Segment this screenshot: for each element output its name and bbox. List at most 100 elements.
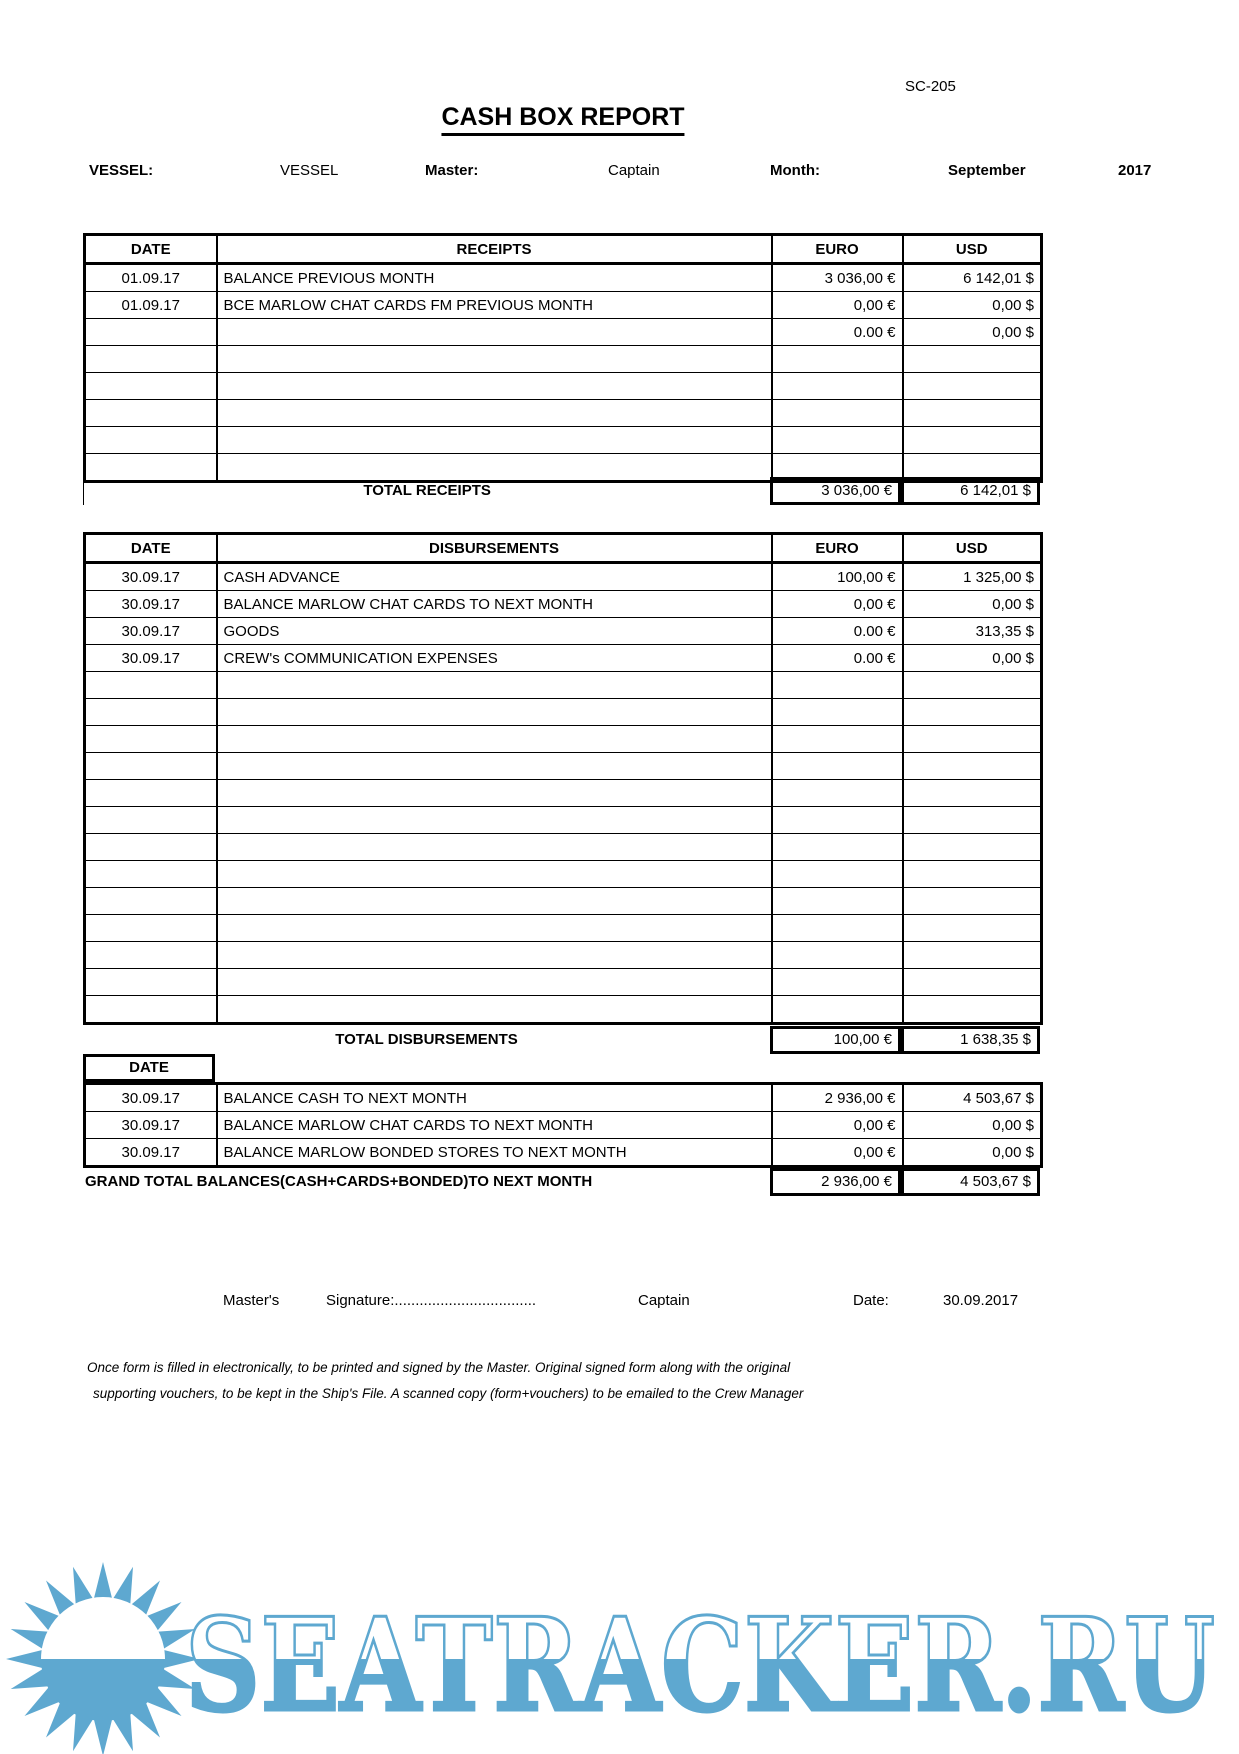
- date-cell: [84, 779, 218, 807]
- date-cell: 30.09.17: [84, 590, 218, 618]
- description-cell: [216, 968, 773, 996]
- sign-date-label: Date:: [853, 1292, 889, 1309]
- description-cell: BCE MARLOW CHAT CARDS FM PREVIOUS MONTH: [216, 291, 773, 319]
- grand-total-row: GRAND TOTAL BALANCES(CASH+CARDS+BONDED)T…: [83, 1168, 1040, 1196]
- date-cell: [84, 725, 218, 753]
- table-row: 30.09.17 CASH ADVANCE 100,00 €1 325,00 $: [84, 562, 1042, 591]
- date-cell: [84, 887, 218, 915]
- description-cell: CREW's COMMUNICATION EXPENSES: [216, 644, 773, 672]
- usd-cell: 4 503,67 $: [902, 1083, 1042, 1112]
- table-row: 01.09.17 BCE MARLOW CHAT CARDS FM PREVIOU…: [84, 291, 1042, 319]
- masters-label: Master's: [223, 1292, 280, 1309]
- euro-cell: 0,00 €: [771, 1138, 904, 1167]
- usd-cell: [902, 941, 1042, 969]
- usd-cell: [902, 860, 1042, 888]
- total-receipts-usd: 6 142,01 $: [901, 477, 1040, 505]
- footnote-line1: Once form is filled in electronically, t…: [87, 1360, 791, 1375]
- euro-cell: 0.00 €: [771, 318, 904, 346]
- table-row: [84, 914, 1042, 942]
- description-cell: [216, 860, 773, 888]
- usd-cell: 1 325,00 $: [902, 562, 1042, 591]
- date-cell: 30.09.17: [84, 562, 218, 591]
- euro-cell: [771, 426, 904, 454]
- usd-cell: [902, 806, 1042, 834]
- date-cell: 30.09.17: [84, 617, 218, 645]
- table-row: [84, 372, 1042, 400]
- description-cell: [216, 725, 773, 753]
- date-cell: [84, 995, 218, 1024]
- description-cell: BALANCE CASH TO NEXT MONTH: [216, 1083, 773, 1112]
- total-receipts-row: TOTAL RECEIPTS 3 036,00 € 6 142,01 $: [83, 477, 1040, 505]
- usd-cell: [902, 995, 1042, 1024]
- euro-cell: [771, 833, 904, 861]
- euro-cell: [771, 941, 904, 969]
- euro-cell: 0,00 €: [771, 1111, 904, 1139]
- euro-cell: [771, 372, 904, 400]
- balances-date-header: DATE: [83, 1054, 215, 1082]
- disbursements-header-row: DATE DISBURSEMENTS EURO USD: [84, 533, 1042, 564]
- total-receipts-euro: 3 036,00 €: [770, 477, 902, 505]
- usd-cell: 0,00 $: [902, 318, 1042, 346]
- table-row: [84, 995, 1042, 1024]
- date-cell: [84, 941, 218, 969]
- euro-cell: [771, 752, 904, 780]
- receipts-header-row: DATE RECEIPTS EURO USD: [84, 234, 1042, 265]
- receipts-col-usd: USD: [902, 234, 1042, 265]
- total-disbursements-row: TOTAL DISBURSEMENTS 100,00 € 1 638,35 $: [83, 1026, 1040, 1054]
- balances-table: 30.09.17 BALANCE CASH TO NEXT MONTH 2 936,…: [83, 1082, 1043, 1168]
- disbursements-col-description: DISBURSEMENTS: [216, 533, 773, 564]
- euro-cell: 2 936,00 €: [771, 1083, 904, 1112]
- table-row: 30.09.17 GOODS 0.00 €313,35 $: [84, 617, 1042, 645]
- table-row: [84, 426, 1042, 454]
- table-row: 30.09.17 BALANCE CASH TO NEXT MONTH 2 936,…: [84, 1083, 1042, 1112]
- total-disbursements-label: TOTAL DISBURSEMENTS: [335, 1031, 518, 1048]
- seatracker-watermark: SEATRACKER.RU SEATRACKER.RU: [6, 1562, 1217, 1754]
- usd-cell: 0,00 $: [902, 590, 1042, 618]
- usd-cell: [902, 345, 1042, 373]
- master-label: Master:: [425, 162, 479, 179]
- euro-cell: 100,00 €: [771, 562, 904, 591]
- usd-cell: [902, 671, 1042, 699]
- master-value: Captain: [608, 162, 660, 179]
- table-row: 01.09.17 BALANCE PREVIOUS MONTH 3 036,00 €…: [84, 263, 1042, 292]
- description-cell: CASH ADVANCE: [216, 562, 773, 591]
- usd-cell: [902, 372, 1042, 400]
- table-row: 30.09.17 BALANCE MARLOW CHAT CARDS TO NEX…: [84, 590, 1042, 618]
- page-title: CASH BOX REPORT: [441, 103, 685, 136]
- euro-cell: [771, 453, 904, 482]
- description-cell: [216, 806, 773, 834]
- total-receipts-label: TOTAL RECEIPTS: [83, 477, 770, 505]
- usd-cell: 6 142,01 $: [902, 263, 1042, 292]
- description-cell: BALANCE PREVIOUS MONTH: [216, 263, 773, 292]
- table-row: 30.09.17 CREW's COMMUNICATION EXPENSES 0.0…: [84, 644, 1042, 672]
- receipts-col-description: RECEIPTS: [216, 234, 773, 265]
- euro-cell: [771, 860, 904, 888]
- date-cell: [84, 833, 218, 861]
- euro-cell: [771, 995, 904, 1024]
- euro-cell: 0.00 €: [771, 617, 904, 645]
- description-cell: [216, 426, 773, 454]
- description-cell: [216, 698, 773, 726]
- table-row: [84, 453, 1042, 482]
- description-cell: [216, 372, 773, 400]
- description-cell: GOODS: [216, 617, 773, 645]
- sun-icon: [6, 1562, 200, 1754]
- table-row: 30.09.17 BALANCE MARLOW BONDED STORES TO …: [84, 1138, 1042, 1167]
- table-row: [84, 779, 1042, 807]
- table-row: [84, 968, 1042, 996]
- euro-cell: [771, 671, 904, 699]
- table-row: [84, 698, 1042, 726]
- receipts-col-date: DATE: [84, 234, 218, 265]
- description-cell: [216, 779, 773, 807]
- table-row: [84, 806, 1042, 834]
- euro-cell: [771, 887, 904, 915]
- vessel-label: VESSEL:: [89, 162, 154, 179]
- usd-cell: [902, 399, 1042, 427]
- description-cell: BALANCE MARLOW CHAT CARDS TO NEXT MONTH: [216, 590, 773, 618]
- description-cell: BALANCE MARLOW CHAT CARDS TO NEXT MONTH: [216, 1111, 773, 1139]
- usd-cell: [902, 887, 1042, 915]
- month-label: Month:: [770, 162, 820, 179]
- description-cell: [216, 318, 773, 346]
- date-cell: [84, 372, 218, 400]
